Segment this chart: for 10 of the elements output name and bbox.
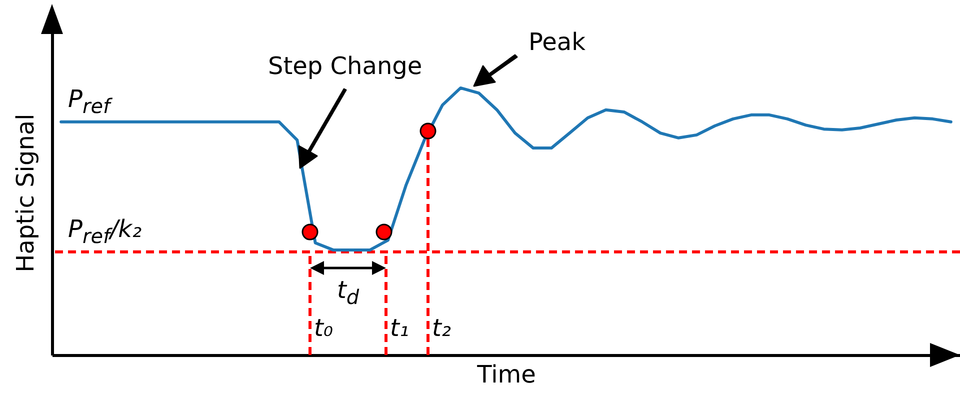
annotation: P$_{ref}$	[68, 85, 110, 118]
text: Step Change	[268, 52, 422, 80]
annotation: t₀	[314, 314, 334, 342]
ref-line-label: P$_{ref}$/k₂	[68, 215, 142, 248]
y-axis-title: Haptic Signal	[12, 114, 40, 272]
x-axis-title: Time	[476, 360, 536, 388]
annotation: t₂	[432, 314, 452, 342]
annotation: t₁	[390, 314, 410, 342]
text: Peak	[528, 28, 586, 56]
annotation: t$_{d}$	[337, 276, 360, 308]
